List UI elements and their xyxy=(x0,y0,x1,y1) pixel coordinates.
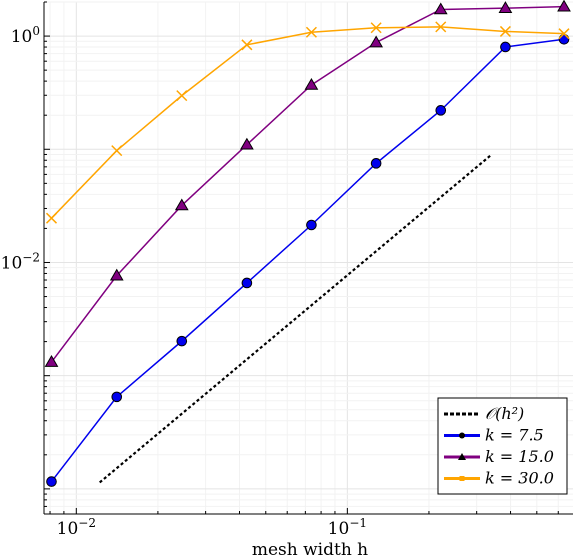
series-circle xyxy=(46,33,570,487)
legend-label: k = 7.5 xyxy=(485,426,544,445)
data-point xyxy=(558,33,570,45)
data-point xyxy=(176,90,188,102)
data-point xyxy=(305,26,317,38)
data-point xyxy=(241,39,253,51)
data-point xyxy=(45,212,58,224)
series-line xyxy=(50,26,565,219)
legend-label: k = 30.0 xyxy=(485,469,554,488)
x-axis-label: mesh width h xyxy=(252,540,368,560)
data-point xyxy=(176,335,188,347)
legend-label: k = 15.0 xyxy=(485,447,554,466)
legend-label: 𝒪(h²) xyxy=(485,404,524,423)
legend-marker xyxy=(459,476,465,481)
data-point xyxy=(306,219,317,231)
legend-marker xyxy=(458,453,466,460)
data-point xyxy=(111,391,123,403)
data-point xyxy=(109,268,124,281)
data-point xyxy=(500,41,511,53)
legend-item: 𝒪(h²) xyxy=(444,404,524,423)
y-tick-label: 10−2 xyxy=(1,250,40,273)
legend-marker xyxy=(459,432,465,439)
data-point xyxy=(240,137,254,150)
data-point xyxy=(370,158,382,169)
data-point xyxy=(435,21,447,33)
data-point xyxy=(498,1,513,13)
plot-frame xyxy=(43,1,573,515)
data-point xyxy=(304,77,319,90)
data-point xyxy=(558,28,570,40)
x-tick-label: 10−1 xyxy=(328,516,367,539)
y-tick-label: 100 xyxy=(11,24,40,47)
reference-line-o-h2 xyxy=(99,153,493,484)
legend-item: k = 7.5 xyxy=(444,426,544,445)
data-point xyxy=(435,105,447,116)
series-triangle xyxy=(44,0,571,367)
data-point xyxy=(44,355,59,367)
legend: 𝒪(h²) k = 7.5 k = 15.0 k = 30.0 xyxy=(437,397,568,495)
data-point xyxy=(46,476,57,487)
x-tick-label: 10−2 xyxy=(57,516,96,539)
legend-item: k = 15.0 xyxy=(444,447,554,466)
data-point xyxy=(557,0,571,12)
data-point xyxy=(370,22,382,34)
reference-line-layer xyxy=(99,153,493,484)
data-point xyxy=(499,25,511,37)
data-point xyxy=(174,198,189,211)
data-point xyxy=(369,35,384,48)
data-point xyxy=(433,2,448,15)
tick-labels: 10−2 10−1 10−2 100 xyxy=(1,24,367,539)
legend-item: k = 30.0 xyxy=(444,469,554,488)
series-layer xyxy=(44,0,571,487)
series-cross xyxy=(45,21,570,224)
data-point xyxy=(111,145,123,157)
data-point xyxy=(241,277,253,289)
